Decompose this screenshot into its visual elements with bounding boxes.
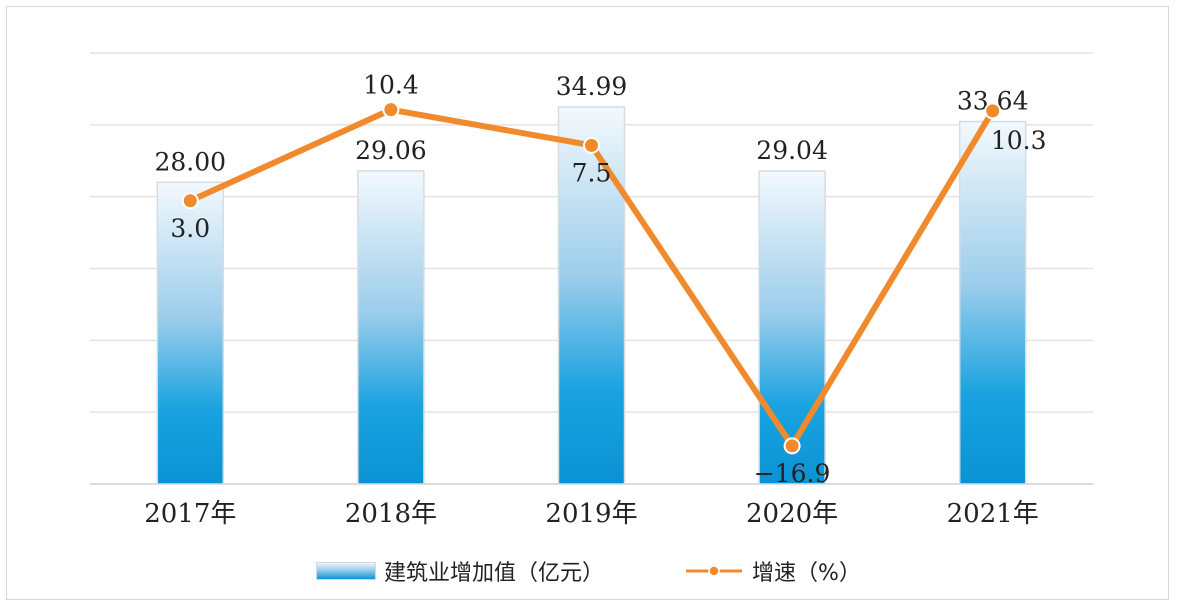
line-point: [984, 102, 1002, 120]
line-point: [583, 136, 600, 154]
line-point: [181, 192, 199, 210]
legend-item-bar: 建筑业增加值（亿元）: [316, 555, 604, 587]
legend: 建筑业增加值（亿元） 增速（%）: [0, 553, 1177, 589]
bar-value-label: 28.00: [155, 147, 227, 176]
x-tick-label: 2021年: [947, 499, 1039, 529]
line-value-label: 3.0: [170, 214, 210, 243]
bar-value-label: 34.99: [556, 72, 628, 101]
line-value-label: 10.4: [363, 71, 419, 100]
x-tick-label: 2017年: [144, 499, 236, 529]
x-tick-label: 2019年: [545, 499, 637, 529]
legend-line-label: 增速（%）: [752, 561, 861, 586]
bar-value-label: 29.06: [355, 136, 427, 165]
legend-bar-swatch: [316, 562, 377, 580]
line-value-label: 10.3: [991, 126, 1047, 155]
bar: [357, 170, 425, 485]
legend-bar-label: 建筑业增加值（亿元）: [384, 561, 605, 586]
legend-item-line: 增速（%）: [684, 555, 861, 587]
bar: [557, 106, 626, 485]
line-value-label: −16.9: [754, 459, 831, 488]
x-tick-label: 2020年: [746, 499, 838, 529]
bar-value-label: 29.04: [756, 136, 828, 165]
line-point: [382, 101, 400, 119]
bar: [958, 120, 1027, 485]
legend-line-swatch: [686, 565, 743, 577]
line-value-label: 7.5: [572, 158, 612, 187]
bar: [758, 170, 826, 485]
x-tick-label: 2018年: [345, 499, 437, 529]
line-point: [783, 437, 801, 455]
bar: [156, 181, 225, 485]
